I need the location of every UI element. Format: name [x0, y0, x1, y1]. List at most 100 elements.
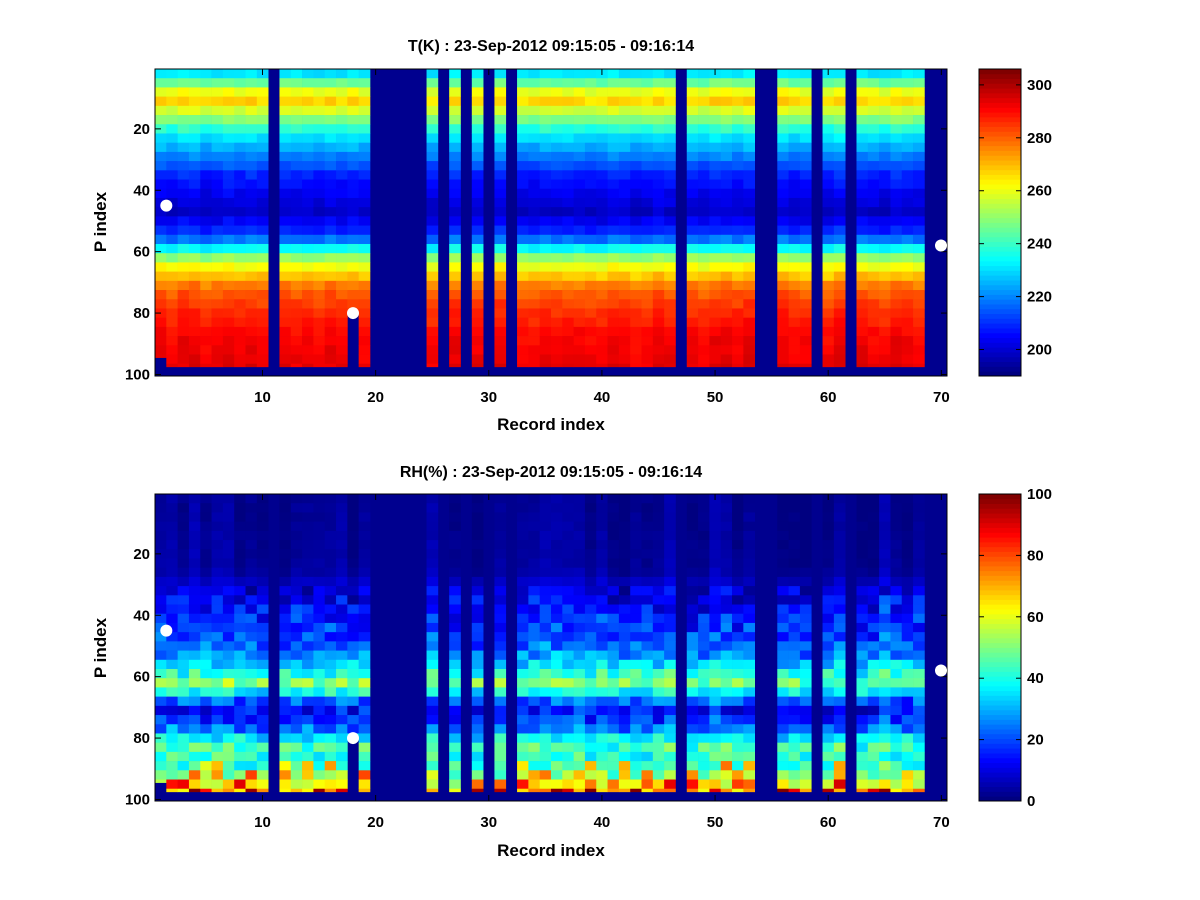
heatmap-cell	[686, 354, 699, 365]
heatmap-cell	[449, 604, 461, 615]
heatmap-cell	[618, 788, 631, 793]
heatmap-cell	[856, 133, 869, 144]
heatmap-cell	[799, 705, 812, 716]
heatmap-cell	[698, 253, 710, 263]
heatmap-cell	[528, 271, 541, 282]
heatmap-cell	[788, 558, 801, 569]
heatmap-cell	[166, 632, 178, 642]
heatmap-cell	[652, 512, 665, 522]
heatmap-cell	[913, 124, 925, 134]
heatmap-cell	[177, 336, 190, 346]
heatmap-cell	[709, 142, 722, 153]
heatmap-cell	[698, 576, 710, 587]
heatmap-cell	[302, 503, 314, 513]
heatmap-cell	[166, 345, 178, 355]
heatmap-cell	[607, 280, 620, 291]
heatmap-cell	[155, 751, 167, 762]
heatmap-cell	[211, 105, 224, 116]
heatmap-cell	[641, 188, 654, 199]
heatmap-cell	[166, 170, 178, 180]
heatmap-cell	[833, 696, 846, 707]
heatmap-cell	[279, 733, 292, 744]
heatmap-cell	[177, 124, 190, 134]
heatmap-cell	[562, 503, 574, 513]
heatmap-cell	[166, 558, 178, 569]
heatmap-cell	[562, 207, 574, 217]
heatmap-cell	[788, 179, 801, 190]
heatmap-cell	[867, 696, 880, 707]
heatmap-cell	[426, 530, 439, 541]
heatmap-cell	[584, 558, 597, 569]
heatmap-cell	[913, 586, 925, 596]
heatmap-cell	[709, 345, 722, 355]
heatmap-cell	[494, 576, 507, 587]
heatmap-cell	[732, 115, 744, 125]
heatmap-cell	[155, 115, 167, 125]
heatmap-cell	[358, 243, 371, 254]
heatmap-cell	[166, 161, 178, 171]
heatmap-cell	[799, 290, 812, 300]
heatmap-cell	[347, 641, 359, 651]
heatmap-cell	[913, 494, 925, 504]
heatmap-cell	[743, 549, 755, 559]
heatmap-cell	[471, 613, 484, 624]
heatmap-cell	[279, 678, 292, 688]
heatmap-cell	[641, 280, 654, 291]
heatmap-cell	[698, 770, 710, 780]
heatmap-cell	[698, 641, 710, 651]
heatmap-cell	[313, 650, 326, 661]
heatmap-cell	[901, 280, 914, 291]
heatmap-cell	[256, 650, 269, 661]
heatmap-cell	[630, 225, 642, 236]
heatmap-cell	[517, 494, 529, 504]
heatmap-cell	[313, 234, 326, 245]
heatmap-cell	[698, 317, 710, 328]
heatmap-cell	[709, 770, 722, 780]
heatmap-cell	[607, 336, 620, 346]
humidity-x-ticks: 10 20 30 40 50 60 70	[254, 494, 950, 831]
heatmap-cell	[890, 595, 903, 605]
heatmap-cell	[211, 751, 224, 762]
heatmap-cell	[528, 530, 541, 541]
heatmap-cell	[584, 207, 597, 217]
heatmap-cell	[743, 124, 755, 134]
heatmap-cell	[833, 207, 846, 217]
heatmap-cell	[833, 779, 846, 790]
heatmap-cell	[302, 494, 314, 504]
heatmap-cell	[777, 170, 789, 180]
heatmap-cell	[494, 179, 507, 190]
heatmap-cell	[539, 540, 552, 550]
heatmap-cell	[890, 622, 903, 633]
heatmap-cell	[313, 668, 326, 679]
heatmap-cell	[188, 567, 201, 578]
heatmap-cell	[347, 188, 359, 199]
heatmap-cell	[777, 216, 789, 226]
heatmap-cell	[551, 494, 563, 504]
heatmap-cell	[867, 216, 880, 226]
heatmap-cell	[720, 512, 733, 522]
heatmap-cell	[777, 363, 789, 368]
colorbar-segment	[979, 772, 1021, 778]
heatmap-cell	[788, 354, 801, 365]
y-tick-label: 60	[133, 669, 150, 686]
heatmap-cell	[222, 188, 235, 199]
colorbar-segment	[979, 513, 1021, 519]
heatmap-cell	[551, 96, 563, 107]
heatmap-cell	[890, 345, 903, 355]
colorbar-segment	[979, 208, 1021, 214]
heatmap-cell	[562, 586, 574, 596]
heatmap-cell	[618, 345, 631, 355]
heatmap-cell	[517, 650, 529, 661]
y-tick-label: 40	[133, 607, 150, 624]
heatmap-cell	[630, 530, 642, 541]
heatmap-cell	[788, 87, 801, 97]
heatmap-cell	[890, 715, 903, 725]
heatmap-cell	[641, 724, 654, 734]
heatmap-cell	[234, 345, 246, 355]
heatmap-cell	[449, 530, 461, 541]
heatmap-cell	[879, 234, 891, 245]
heatmap-cell	[358, 705, 371, 716]
heatmap-cell	[562, 124, 574, 134]
heatmap-cell	[901, 336, 914, 346]
heatmap-cell	[630, 243, 642, 254]
